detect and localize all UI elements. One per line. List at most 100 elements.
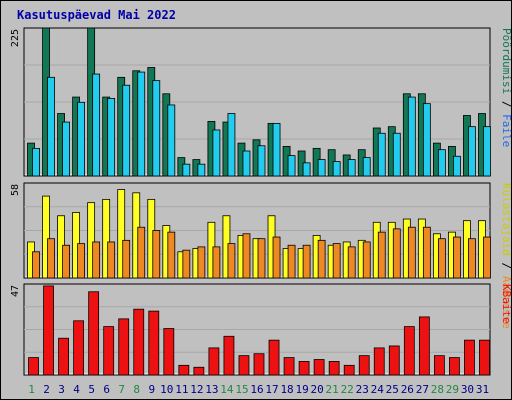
x-tick-3: 3 xyxy=(58,383,65,396)
x-tick-7: 7 xyxy=(118,383,125,396)
bar-aadresse-19 xyxy=(302,244,311,279)
bar-aadresse-9 xyxy=(152,230,161,279)
bar-faile-9 xyxy=(152,80,161,177)
bar-kbaite-16 xyxy=(253,353,265,376)
x-tick-8: 8 xyxy=(133,383,140,396)
bar-aadresse-25 xyxy=(392,228,401,279)
bar-faile-26 xyxy=(407,96,416,177)
bar-kbaite-23 xyxy=(358,355,370,376)
x-tick-21: 21 xyxy=(326,383,339,396)
panel-2: 58 xyxy=(10,182,491,279)
bar-aadresse-18 xyxy=(287,244,296,279)
x-tick-31: 31 xyxy=(476,383,489,396)
bar-aadresse-31 xyxy=(483,236,491,279)
bar-faile-13 xyxy=(212,129,221,177)
bar-faile-2 xyxy=(47,76,55,177)
bar-k-lastajaid-6 xyxy=(102,198,111,279)
bar-faile-25 xyxy=(392,132,401,177)
bar-faile-19 xyxy=(302,162,311,177)
x-tick-17: 17 xyxy=(265,383,278,396)
y-max-label: 58 xyxy=(10,184,21,196)
bar-aadresse-8 xyxy=(137,226,146,279)
bar-kbaite-25 xyxy=(388,345,400,376)
bar-faile-18 xyxy=(287,155,296,177)
bar-k-lastajaid-5 xyxy=(87,202,96,279)
x-tick-1: 1 xyxy=(28,383,35,396)
x-tick-18: 18 xyxy=(280,383,293,396)
bar-aadresse-16 xyxy=(257,238,266,279)
bar-faile-21 xyxy=(332,161,341,177)
bar-aadresse-11 xyxy=(182,249,191,279)
bar-kbaite-27 xyxy=(418,316,430,376)
x-tick-2: 2 xyxy=(43,383,50,396)
bar-faile-4 xyxy=(77,101,86,177)
right-legends: Pöördumisi / Faile Külastajaid / Aadresse… xyxy=(500,28,512,329)
bar-aadresse-28 xyxy=(437,238,446,279)
bar-aadresse-27 xyxy=(422,226,431,279)
x-tick-15: 15 xyxy=(235,383,248,396)
y-max-label: 225 xyxy=(10,29,21,47)
bar-aadresse-23 xyxy=(362,241,371,279)
bar-aadresse-29 xyxy=(453,236,461,279)
x-axis-ticks: 1 2 3 4 5 6 7 8 9 10 11 12 13 14 15 16 17 18 19 20 21 22 23 24 2… xyxy=(28,383,489,396)
x-tick-10: 10 xyxy=(160,383,173,396)
bar-aadresse-26 xyxy=(407,226,416,279)
x-tick-11: 11 xyxy=(175,383,188,396)
bar-aadresse-6 xyxy=(107,241,116,279)
bar-kbaite-4 xyxy=(73,320,85,376)
bar-kbaite-18 xyxy=(283,357,295,376)
x-tick-19: 19 xyxy=(295,383,308,396)
x-tick-25: 25 xyxy=(386,383,399,396)
bar-kbaite-10 xyxy=(163,328,175,376)
bar-kbaite-13 xyxy=(208,347,220,376)
bar-aadresse-10 xyxy=(167,231,176,279)
bar-faile-14 xyxy=(227,113,236,177)
bar-aadresse-30 xyxy=(468,238,476,279)
bar-aadresse-22 xyxy=(347,246,356,279)
bar-faile-20 xyxy=(317,159,326,177)
bar-faile-10 xyxy=(167,104,176,177)
bar-faile-17 xyxy=(272,122,281,177)
bar-faile-3 xyxy=(62,121,70,177)
bar-kbaite-19 xyxy=(298,361,310,376)
x-tick-9: 9 xyxy=(148,383,155,396)
bar-faile-6 xyxy=(107,97,116,177)
bar-aadresse-14 xyxy=(227,243,236,279)
x-tick-22: 22 xyxy=(341,383,354,396)
bar-kbaite-11 xyxy=(178,364,190,376)
x-tick-23: 23 xyxy=(356,383,369,396)
legend-panel-3: KBaite xyxy=(500,284,512,324)
bar-faile-30 xyxy=(468,126,476,177)
bar-kbaite-15 xyxy=(238,355,250,376)
x-tick-5: 5 xyxy=(88,383,95,396)
bar-aadresse-15 xyxy=(242,233,251,279)
bar-faile-11 xyxy=(182,163,191,177)
bar-kbaite-2 xyxy=(43,285,54,376)
x-tick-24: 24 xyxy=(371,383,385,396)
bar-kbaite-6 xyxy=(103,326,115,376)
panel-3: 47 xyxy=(10,283,491,376)
x-tick-14: 14 xyxy=(220,383,234,396)
x-tick-4: 4 xyxy=(73,383,80,396)
x-tick-27: 27 xyxy=(416,383,429,396)
bar-kbaite-8 xyxy=(133,308,145,376)
bar-kbaite-20 xyxy=(313,359,325,376)
x-tick-29: 29 xyxy=(446,383,459,396)
x-tick-26: 26 xyxy=(401,383,414,396)
legend-panel-2: Külastajaid / Aadresse xyxy=(500,183,512,329)
bar-aadresse-17 xyxy=(272,236,281,279)
bar-aadresse-1 xyxy=(32,251,40,279)
bar-aadresse-20 xyxy=(317,239,326,279)
bar-kbaite-9 xyxy=(148,310,160,376)
bar-k-lastajaid-7 xyxy=(117,189,126,279)
bar-kbaite-31 xyxy=(479,339,490,376)
bar-faile-1 xyxy=(32,147,40,177)
x-tick-28: 28 xyxy=(431,383,444,396)
bar-faile-24 xyxy=(377,132,386,177)
bar-faile-8 xyxy=(137,71,146,177)
chart-title: Kasutuspäevad Mai 2022 xyxy=(17,8,176,22)
bar-kbaite-26 xyxy=(403,326,415,376)
bar-aadresse-2 xyxy=(47,238,55,279)
bar-kbaite-28 xyxy=(433,355,445,376)
